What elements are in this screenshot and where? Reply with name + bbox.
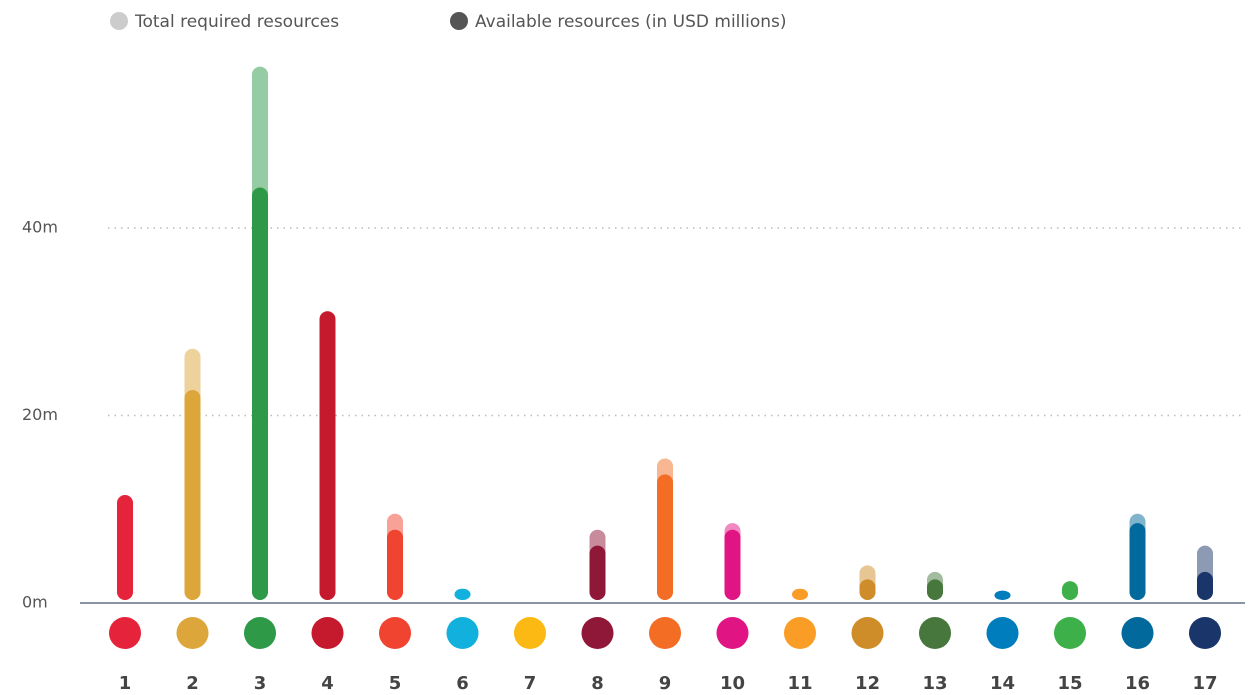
bar xyxy=(724,529,741,600)
x-tick-label: 7 xyxy=(524,673,537,694)
bar xyxy=(387,529,403,600)
x-tick-label: 10 xyxy=(720,673,745,694)
category-icon xyxy=(986,617,1019,649)
category-icon xyxy=(716,617,749,649)
bar xyxy=(589,545,606,600)
bar xyxy=(994,590,1011,600)
y-tick-label: 0m xyxy=(22,593,48,612)
bar xyxy=(319,311,336,600)
bar xyxy=(792,588,808,600)
category-icon xyxy=(1054,617,1086,649)
category-icon xyxy=(784,617,816,649)
x-tick-label: 11 xyxy=(787,673,812,694)
x-tick-label: 12 xyxy=(855,673,880,694)
x-tick-label: 6 xyxy=(456,673,469,694)
legend-marker xyxy=(450,12,468,30)
x-tick-label: 15 xyxy=(1057,673,1082,694)
category-icon xyxy=(446,617,479,649)
bar xyxy=(927,579,943,600)
x-tick-label: 17 xyxy=(1192,673,1217,694)
bar xyxy=(657,474,673,600)
x-tick-label: 9 xyxy=(659,673,672,694)
bar xyxy=(859,579,876,600)
category-icon xyxy=(176,617,209,649)
x-tick-label: 3 xyxy=(254,673,267,694)
x-tick-label: 16 xyxy=(1125,673,1150,694)
category-icon xyxy=(109,617,141,649)
category-icon xyxy=(919,617,951,649)
bar xyxy=(184,390,201,600)
x-tick-label: 13 xyxy=(922,673,947,694)
bar xyxy=(1062,581,1078,600)
category-icon xyxy=(581,617,614,649)
category-icon xyxy=(244,617,276,649)
bar xyxy=(1129,523,1146,600)
bar xyxy=(252,187,268,600)
legend-label: Available resources (in USD millions) xyxy=(475,12,787,32)
legend-label: Total required resources xyxy=(134,12,339,32)
bar xyxy=(454,588,471,600)
x-tick-label: 8 xyxy=(591,673,604,694)
x-tick-label: 1 xyxy=(119,673,132,694)
bar xyxy=(1197,571,1213,600)
category-icon xyxy=(379,617,411,649)
y-tick-label: 40m xyxy=(22,218,58,237)
y-tick-label: 20m xyxy=(22,405,58,424)
category-icon xyxy=(1189,617,1221,649)
category-icon xyxy=(649,617,681,649)
x-tick-label: 2 xyxy=(186,673,199,694)
category-icon xyxy=(1121,617,1154,649)
category-icon xyxy=(514,617,546,649)
x-tick-label: 4 xyxy=(321,673,334,694)
legend-marker xyxy=(110,12,128,30)
category-icon xyxy=(311,617,344,649)
category-icon xyxy=(851,617,884,649)
bar xyxy=(117,495,133,600)
x-tick-label: 5 xyxy=(389,673,402,694)
x-tick-label: 14 xyxy=(990,673,1015,694)
